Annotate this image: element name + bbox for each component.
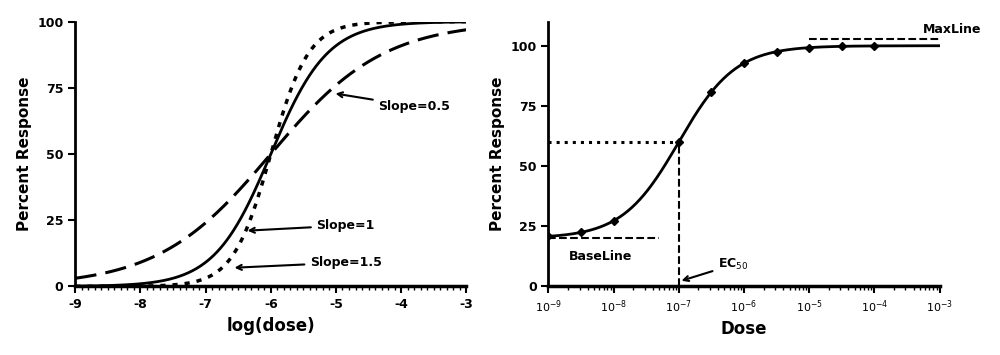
Text: Slope=1: Slope=1 [250, 219, 375, 233]
X-axis label: Dose: Dose [721, 320, 767, 338]
Y-axis label: Percent Response: Percent Response [17, 77, 32, 231]
Y-axis label: Percent Response: Percent Response [490, 77, 505, 231]
Text: Slope=1.5: Slope=1.5 [237, 256, 382, 270]
Text: BaseLine: BaseLine [569, 250, 632, 263]
Text: EC$_{50}$: EC$_{50}$ [684, 257, 748, 281]
Text: Slope=0.5: Slope=0.5 [338, 92, 450, 113]
X-axis label: log(dose): log(dose) [226, 317, 315, 335]
Text: MaxLine: MaxLine [923, 23, 982, 36]
